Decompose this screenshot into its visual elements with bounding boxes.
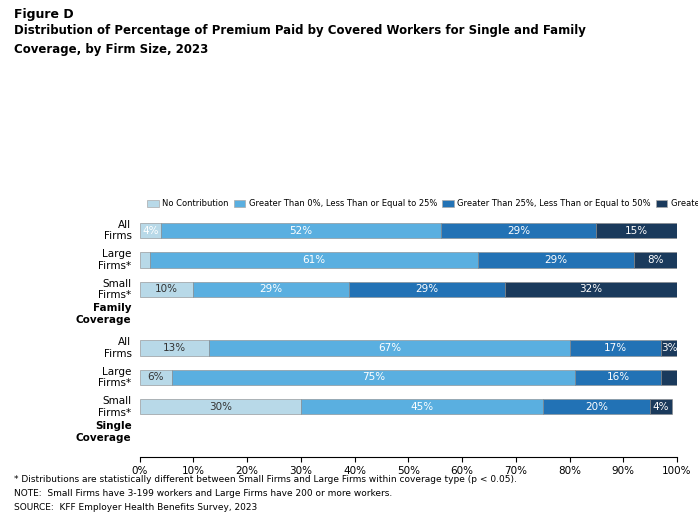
Text: Small
Firms*: Small Firms* bbox=[98, 278, 131, 300]
Text: Figure D: Figure D bbox=[14, 8, 73, 21]
Text: Large
Firms*: Large Firms* bbox=[98, 249, 131, 271]
Bar bbox=[161, 223, 440, 238]
Text: Single
Coverage: Single Coverage bbox=[76, 421, 131, 443]
Text: 61%: 61% bbox=[303, 255, 326, 265]
Text: 20%: 20% bbox=[585, 402, 608, 412]
Text: 8%: 8% bbox=[647, 255, 664, 265]
Text: All
Firms: All Firms bbox=[103, 337, 131, 359]
Text: 17%: 17% bbox=[604, 343, 627, 353]
Text: 4%: 4% bbox=[142, 226, 158, 236]
Bar bbox=[209, 340, 570, 356]
Text: 13%: 13% bbox=[163, 343, 186, 353]
Text: 29%: 29% bbox=[544, 255, 567, 265]
Bar bbox=[172, 370, 575, 385]
Legend: No Contribution, Greater Than 0%, Less Than or Equal to 25%, Greater Than 25%, L: No Contribution, Greater Than 0%, Less T… bbox=[144, 196, 698, 212]
Text: 16%: 16% bbox=[607, 372, 630, 382]
Bar bbox=[542, 399, 650, 414]
Text: Small
Firms*: Small Firms* bbox=[98, 396, 131, 417]
Bar bbox=[440, 223, 596, 238]
Text: 15%: 15% bbox=[625, 226, 648, 236]
Text: Distribution of Percentage of Premium Paid by Covered Workers for Single and Fam: Distribution of Percentage of Premium Pa… bbox=[14, 24, 586, 37]
Bar bbox=[140, 223, 161, 238]
Bar bbox=[570, 340, 661, 356]
Text: Family
Coverage: Family Coverage bbox=[76, 303, 131, 325]
Text: 6%: 6% bbox=[147, 372, 164, 382]
Text: 29%: 29% bbox=[260, 285, 283, 295]
Bar bbox=[349, 282, 505, 297]
Text: 45%: 45% bbox=[410, 402, 433, 412]
Text: 29%: 29% bbox=[507, 226, 530, 236]
Text: 30%: 30% bbox=[209, 402, 232, 412]
Bar bbox=[478, 253, 634, 268]
Bar bbox=[140, 399, 301, 414]
Text: NOTE:  Small Firms have 3-199 workers and Large Firms have 200 or more workers.: NOTE: Small Firms have 3-199 workers and… bbox=[14, 489, 392, 498]
Text: Large
Firms*: Large Firms* bbox=[98, 366, 131, 388]
Text: 3%: 3% bbox=[661, 343, 677, 353]
Bar bbox=[301, 399, 542, 414]
Bar bbox=[150, 253, 478, 268]
Bar bbox=[575, 370, 661, 385]
Bar bbox=[140, 282, 193, 297]
Text: 29%: 29% bbox=[415, 285, 439, 295]
Text: 52%: 52% bbox=[289, 226, 313, 236]
Bar bbox=[596, 223, 677, 238]
Bar bbox=[634, 253, 677, 268]
Text: * Distributions are statistically different between Small Firms and Large Firms : * Distributions are statistically differ… bbox=[14, 475, 517, 484]
Bar bbox=[140, 253, 150, 268]
Text: SOURCE:  KFF Employer Health Benefits Survey, 2023: SOURCE: KFF Employer Health Benefits Sur… bbox=[14, 503, 257, 512]
Bar bbox=[140, 370, 172, 385]
Bar bbox=[505, 282, 677, 297]
Bar bbox=[650, 399, 671, 414]
Text: All
Firms: All Firms bbox=[103, 220, 131, 242]
Bar bbox=[661, 370, 677, 385]
Text: Coverage, by Firm Size, 2023: Coverage, by Firm Size, 2023 bbox=[14, 43, 208, 56]
Bar bbox=[193, 282, 349, 297]
Text: 75%: 75% bbox=[362, 372, 385, 382]
Bar bbox=[661, 340, 677, 356]
Text: 4%: 4% bbox=[653, 402, 669, 412]
Bar bbox=[140, 340, 209, 356]
Text: 10%: 10% bbox=[155, 285, 178, 295]
Text: 32%: 32% bbox=[579, 285, 602, 295]
Text: 67%: 67% bbox=[378, 343, 401, 353]
